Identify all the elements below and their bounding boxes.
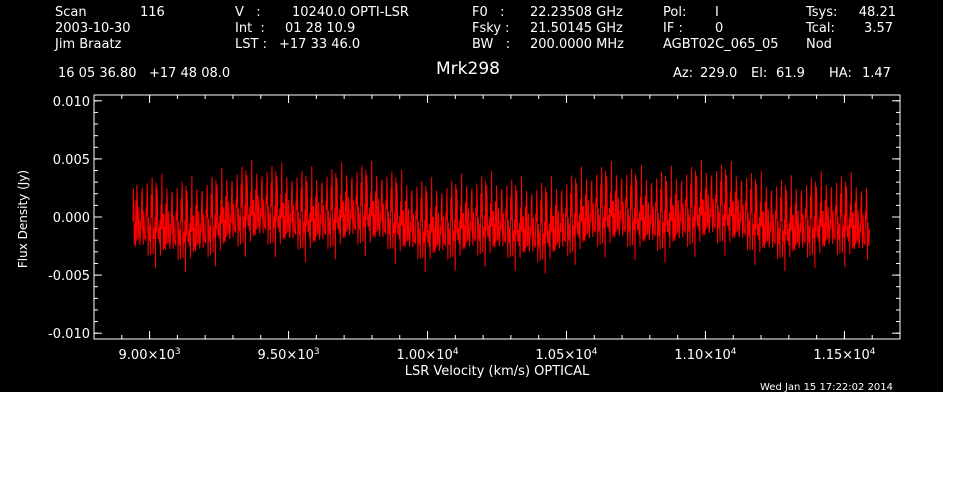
observation-date: 2003-10-30 — [55, 21, 131, 36]
fsky-label: Fsky : — [472, 21, 510, 36]
source-coordinates: 16 05 36.80 +17 48 08.0 — [58, 66, 231, 81]
spectrum-chart: -0.010 -0.005 0.000 0.005 0.010 9.00×103 9.50×… — [16, 94, 901, 379]
bandwidth-value: 200.0000 MHz — [530, 37, 624, 52]
y-tick-label: 0.000 — [53, 211, 90, 226]
hour-angle-value: 1.47 — [862, 66, 891, 81]
plot-panel: Scan 116 2003-10-30 Jim Braatz V : 10240… — [0, 0, 943, 393]
f0-label: F0 : — [472, 5, 505, 20]
velocity-value: 10240.0 OPTI-LSR — [292, 5, 409, 20]
integration-label: Int : — [235, 21, 265, 36]
x-tick-label: 1.00×104 — [396, 347, 458, 363]
x-axis-label: LSR Velocity (km/s) OPTICAL — [405, 364, 590, 379]
x-tick-label: 1.10×104 — [674, 347, 736, 363]
polarization-value: I — [715, 5, 719, 20]
project-id: AGBT02C_065_05 — [663, 37, 779, 52]
plot-timestamp: Wed Jan 15 17:22:02 2014 — [760, 382, 894, 393]
spectrum-trace — [132, 159, 870, 274]
source-name: Mrk298 — [436, 59, 500, 79]
azimuth-value: 229.0 — [700, 66, 738, 81]
y-tick-label: -0.005 — [48, 269, 90, 284]
x-tick-label: 1.15×104 — [813, 347, 875, 363]
x-tick-label: 9.00×103 — [119, 347, 181, 363]
elevation-label: El: — [751, 66, 768, 81]
y-tick-label: -0.010 — [48, 327, 90, 342]
lst-value: +17 33 46.0 — [279, 37, 361, 52]
azimuth-label: Az: — [673, 66, 694, 81]
hour-angle-label: HA: — [829, 66, 852, 81]
tcal-value: 3.57 — [864, 21, 893, 36]
observer-name: Jim Braatz — [55, 37, 122, 52]
elevation-value: 61.9 — [776, 66, 805, 81]
y-tick-label: 0.010 — [53, 95, 90, 110]
tsys-label: Tsys: — [806, 5, 838, 20]
procedure-name: Nod — [806, 37, 832, 52]
fsky-value: 21.50145 GHz — [530, 21, 623, 36]
tsys-value: 48.21 — [858, 5, 896, 20]
scan-label: Scan — [55, 5, 87, 20]
y-tick-label: 0.005 — [53, 153, 90, 168]
scan-value: 116 — [140, 5, 165, 20]
f0-value: 22.23508 GHz — [530, 5, 623, 20]
integration-value: 01 28 10.9 — [285, 21, 356, 36]
if-value: 0 — [715, 21, 724, 36]
bandwidth-label: BW : — [472, 37, 511, 52]
lst-label: LST : — [235, 37, 267, 52]
polarization-label: Pol: — [663, 5, 687, 20]
velocity-label: V : — [235, 5, 261, 20]
y-axis-label: Flux Density (Jy) — [16, 170, 30, 268]
axis-ticks: -0.010 -0.005 0.000 0.005 0.010 9.00×103 9.50×… — [48, 95, 901, 363]
if-label: IF : — [663, 21, 683, 36]
spectrum-series-line — [132, 159, 870, 274]
x-tick-label: 1.05×104 — [535, 347, 597, 363]
tcal-label: Tcal: — [806, 21, 835, 36]
x-tick-label: 9.50×103 — [257, 347, 319, 363]
